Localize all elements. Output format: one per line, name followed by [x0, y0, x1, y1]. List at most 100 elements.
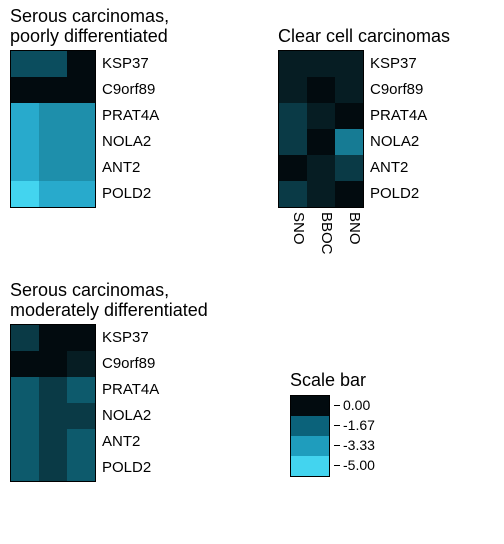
heatmap-cell: [67, 429, 95, 455]
heatmap-cell: [279, 51, 307, 77]
scalebar-cell: [291, 416, 329, 436]
heatmap-body: KSP37C9orf89PRAT4ANOLA2ANT2POLD2: [278, 50, 450, 208]
heatmap-cell: [335, 155, 363, 181]
row-label: ANT2: [370, 154, 427, 180]
panel-title: Clear cell carcinomas: [278, 26, 450, 46]
heatmap-cell: [67, 77, 95, 103]
heatmap-serous-poor: Serous carcinomas, poorly differentiated…: [10, 6, 169, 208]
heatmap-cell: [11, 103, 39, 129]
row-label: PRAT4A: [102, 376, 159, 402]
row-label: POLD2: [102, 180, 159, 206]
col-label: SNO: [279, 212, 307, 255]
heatmap-cell: [335, 181, 363, 207]
row-label: KSP37: [102, 324, 159, 350]
heatmap-cell: [67, 377, 95, 403]
panel-title: Serous carcinomas, poorly differentiated: [10, 6, 169, 46]
heatmap-cell: [11, 129, 39, 155]
heatmap-cell: [307, 51, 335, 77]
heatmap-cell: [11, 51, 39, 77]
heatmap-cell: [307, 181, 335, 207]
scalebar-title: Scale bar: [290, 370, 366, 391]
heatmap-cell: [335, 51, 363, 77]
row-labels: KSP37C9orf89PRAT4ANOLA2ANT2POLD2: [370, 50, 427, 206]
heatmap-cell: [11, 377, 39, 403]
heatmap-cell: [335, 129, 363, 155]
scalebar-tick: -1.67: [334, 417, 375, 433]
heatmap-cell: [11, 77, 39, 103]
row-label: NOLA2: [102, 128, 159, 154]
row-label: PRAT4A: [102, 102, 159, 128]
scalebar-tick: -3.33: [334, 437, 375, 453]
row-label: NOLA2: [370, 128, 427, 154]
heatmap-cell: [39, 377, 67, 403]
heatmap-cell: [335, 77, 363, 103]
heatmap-cell: [67, 403, 95, 429]
heatmap-serous-mod: Serous carcinomas, moderately differenti…: [10, 280, 208, 482]
heatmap-grid: [10, 324, 96, 482]
heatmap-grid: [278, 50, 364, 208]
scalebar: Scale bar 0.00-1.67-3.33-5.00: [290, 370, 366, 477]
heatmap-cell: [67, 103, 95, 129]
heatmap-cell: [335, 103, 363, 129]
row-labels: KSP37C9orf89PRAT4ANOLA2ANT2POLD2: [102, 50, 159, 206]
row-label: C9orf89: [370, 76, 427, 102]
heatmap-cell: [39, 51, 67, 77]
row-label: KSP37: [102, 50, 159, 76]
heatmap-cell: [67, 351, 95, 377]
heatmap-cell: [67, 155, 95, 181]
heatmap-body: KSP37C9orf89PRAT4ANOLA2ANT2POLD2: [10, 324, 208, 482]
heatmap-cell: [279, 103, 307, 129]
heatmap-cell: [67, 51, 95, 77]
scalebar-body: 0.00-1.67-3.33-5.00: [290, 395, 366, 477]
heatmap-cell: [11, 325, 39, 351]
figure-canvas: { "row_genes": ["KSP37", "C9orf89", "PRA…: [0, 0, 504, 544]
panel-title: Serous carcinomas, moderately differenti…: [10, 280, 208, 320]
row-label: POLD2: [102, 454, 159, 480]
row-label: KSP37: [370, 50, 427, 76]
heatmap-cell: [39, 181, 67, 207]
col-label: BNO: [335, 212, 363, 255]
row-label: ANT2: [102, 154, 159, 180]
heatmap-cell: [279, 155, 307, 181]
heatmap-cell: [307, 103, 335, 129]
scalebar-cells: [290, 395, 330, 477]
col-label: BBOC: [307, 212, 335, 255]
heatmap-cell: [39, 129, 67, 155]
scalebar-cell: [291, 436, 329, 456]
row-label: C9orf89: [102, 76, 159, 102]
heatmap-cell: [11, 351, 39, 377]
heatmap-cell: [39, 77, 67, 103]
heatmap-cell: [67, 455, 95, 481]
row-label: C9orf89: [102, 350, 159, 376]
heatmap-cell: [307, 155, 335, 181]
heatmap-cell: [11, 429, 39, 455]
heatmap-cell: [11, 403, 39, 429]
heatmap-cell: [279, 129, 307, 155]
scalebar-tick: -5.00: [334, 457, 375, 473]
heatmap-cell: [39, 155, 67, 181]
heatmap-cell: [67, 181, 95, 207]
heatmap-cell: [307, 129, 335, 155]
row-label: POLD2: [370, 180, 427, 206]
row-label: PRAT4A: [370, 102, 427, 128]
row-labels: KSP37C9orf89PRAT4ANOLA2ANT2POLD2: [102, 324, 159, 480]
heatmap-cell: [279, 181, 307, 207]
col-labels: SNOBBOCBNO: [279, 212, 450, 255]
heatmap-cell: [39, 403, 67, 429]
heatmap-cell: [39, 351, 67, 377]
scalebar-tick: 0.00: [334, 397, 370, 413]
heatmap-grid: [10, 50, 96, 208]
heatmap-cell: [67, 325, 95, 351]
heatmap-cell: [279, 77, 307, 103]
row-label: ANT2: [102, 428, 159, 454]
heatmap-cell: [11, 455, 39, 481]
heatmap-body: KSP37C9orf89PRAT4ANOLA2ANT2POLD2: [10, 50, 169, 208]
heatmap-cell: [39, 325, 67, 351]
heatmap-cell: [67, 129, 95, 155]
heatmap-cell: [39, 455, 67, 481]
heatmap-clear-cell: Clear cell carcinomas KSP37C9orf89PRAT4AN…: [278, 26, 450, 255]
heatmap-cell: [11, 155, 39, 181]
heatmap-cell: [307, 77, 335, 103]
heatmap-cell: [39, 429, 67, 455]
scalebar-cell: [291, 396, 329, 416]
